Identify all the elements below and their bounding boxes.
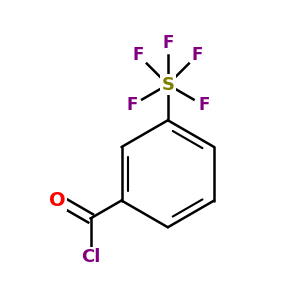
Text: F: F xyxy=(133,46,144,64)
Text: F: F xyxy=(162,34,173,52)
Text: F: F xyxy=(198,96,210,114)
Text: F: F xyxy=(192,46,203,64)
Text: O: O xyxy=(49,191,66,210)
Text: Cl: Cl xyxy=(81,248,100,266)
Text: S: S xyxy=(161,76,174,94)
Text: F: F xyxy=(126,96,137,114)
